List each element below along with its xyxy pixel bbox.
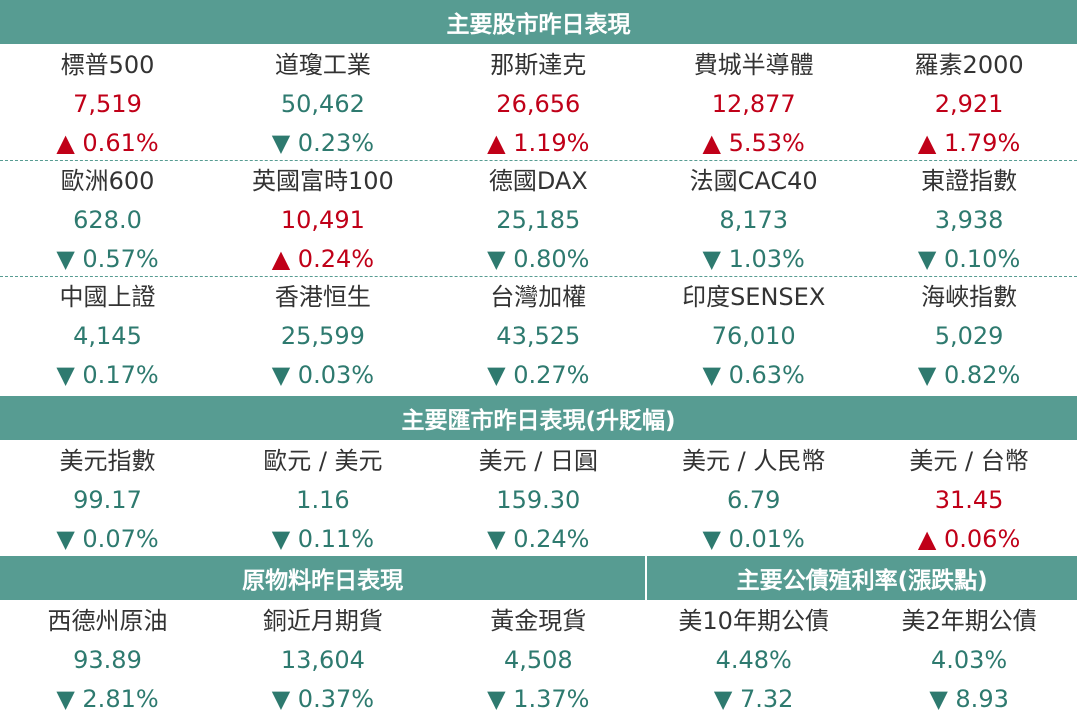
item-name: 香港恒生	[274, 283, 371, 311]
item-change: ▼ 0.10%	[917, 245, 1021, 273]
item-change: ▼ 8.93	[929, 685, 1009, 713]
item-change: ▼ 1.37%	[487, 685, 590, 713]
item-value: 25,599	[280, 322, 365, 350]
item-name: 海峽指數	[921, 283, 1018, 311]
item-change: ▼ 0.57%	[56, 245, 159, 273]
item-change: ▲ 0.06%	[917, 525, 1021, 553]
item-value: 31.45	[934, 486, 1004, 514]
item-value: 8,173	[719, 206, 789, 234]
item-name: 歐洲600	[60, 167, 155, 195]
item-change: ▼ 0.03%	[271, 361, 375, 389]
item-change: ▼ 0.63%	[702, 361, 805, 389]
item-value: 26,656	[496, 90, 581, 118]
item-change: ▲ 1.19%	[487, 129, 590, 157]
item-change: ▲ 1.79%	[917, 129, 1021, 157]
item-change: ▼ 0.11%	[271, 525, 375, 553]
item-change: ▼ 0.82%	[917, 361, 1021, 389]
divider	[0, 276, 1077, 277]
item-value: 99.17	[73, 486, 142, 514]
item-change: ▼ 0.23%	[271, 129, 375, 157]
item-value: 25,185	[496, 206, 581, 234]
item-change: ▼ 7.32	[713, 685, 794, 713]
item-change: ▼ 0.24%	[487, 525, 590, 553]
item-value: 2,921	[934, 90, 1004, 118]
item-name: 道瓊工業	[274, 51, 371, 79]
section-title: 主要匯市昨日表現(升貶幅)	[0, 396, 1077, 440]
item-value: 43,525	[496, 322, 581, 350]
item-name: 美元 / 台幣	[909, 447, 1029, 475]
item-value: 93.89	[73, 646, 142, 674]
item-name: 台灣加權	[490, 283, 587, 311]
item-change: ▼ 0.37%	[271, 685, 375, 713]
section-title: 主要股市昨日表現	[0, 0, 1077, 44]
item-name: 那斯達克	[490, 51, 587, 79]
item-name: 標普500	[60, 51, 155, 79]
item-name: 東證指數	[921, 167, 1018, 195]
item-value: 4.03%	[930, 646, 1008, 674]
item-change: ▼ 0.01%	[702, 525, 805, 553]
item-name: 費城半導體	[693, 51, 814, 79]
item-value: 4,145	[73, 322, 142, 350]
item-name: 西德州原油	[47, 607, 168, 635]
item-value: 159.30	[496, 486, 581, 514]
item-value: 5,029	[934, 322, 1004, 350]
item-change: ▲ 0.24%	[271, 245, 375, 273]
item-value: 3,938	[934, 206, 1004, 234]
item-value: 6.79	[726, 486, 781, 514]
item-name: 中國上證	[59, 283, 156, 311]
item-name: 美元 / 日圓	[478, 447, 598, 475]
item-value: 4.48%	[715, 646, 792, 674]
item-name: 美10年期公債	[678, 607, 829, 635]
item-change: ▲ 0.61%	[56, 129, 159, 157]
item-value: 4,508	[503, 646, 573, 674]
item-change: ▼ 1.03%	[702, 245, 805, 273]
item-value: 76,010	[711, 322, 796, 350]
item-value: 628.0	[73, 206, 142, 234]
item-change: ▼ 2.81%	[56, 685, 159, 713]
item-name: 德國DAX	[488, 167, 588, 195]
item-change: ▲ 5.53%	[702, 129, 805, 157]
item-value: 7,519	[73, 90, 142, 118]
item-change: ▼ 0.07%	[56, 525, 159, 553]
item-value: 12,877	[711, 90, 796, 118]
item-change: ▼ 0.80%	[487, 245, 590, 273]
item-name: 英國富時100	[251, 167, 394, 195]
item-value: 10,491	[280, 206, 365, 234]
section-title: 主要公債殖利率(漲跌點)	[647, 556, 1077, 600]
item-name: 歐元 / 美元	[263, 447, 383, 475]
section-title: 原物料昨日表現	[0, 556, 646, 600]
item-change: ▼ 0.27%	[487, 361, 590, 389]
item-name: 美元指數	[59, 447, 156, 475]
item-value: 1.16	[296, 486, 350, 514]
item-change: ▼ 0.17%	[56, 361, 159, 389]
item-name: 羅素2000	[914, 51, 1024, 79]
item-name: 銅近月期貨	[262, 607, 383, 635]
item-value: 50,462	[280, 90, 365, 118]
item-name: 美2年期公債	[901, 607, 1037, 635]
item-name: 法國CAC40	[689, 167, 818, 195]
item-name: 印度SENSEX	[682, 283, 826, 311]
item-value: 13,604	[280, 646, 365, 674]
item-name: 美元 / 人民幣	[682, 447, 826, 475]
item-name: 黃金現貨	[490, 607, 587, 635]
divider	[0, 160, 1077, 161]
